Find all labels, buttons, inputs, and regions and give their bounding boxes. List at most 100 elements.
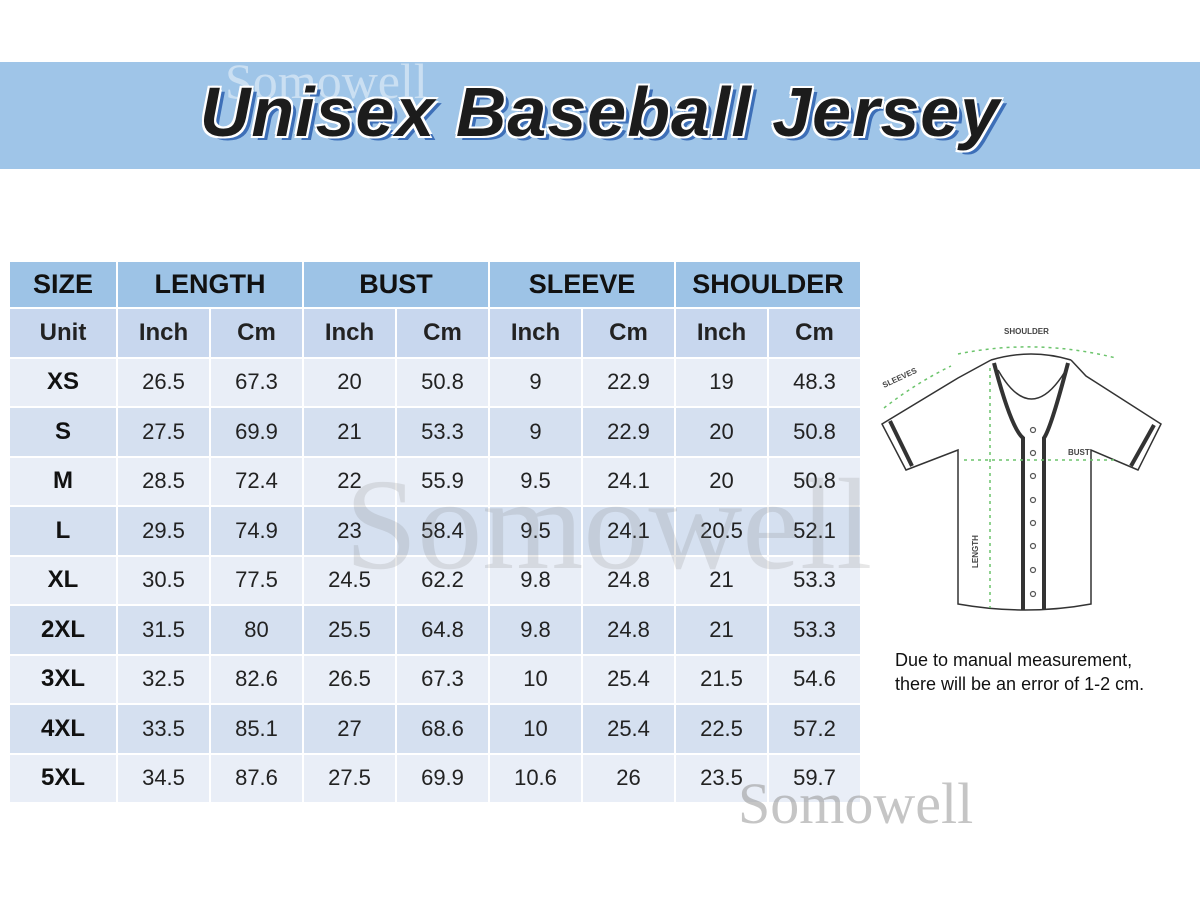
- label-length: LENGTH: [971, 535, 980, 568]
- note-line-1: Due to manual measurement,: [895, 650, 1133, 670]
- label-sleeves: SLEEVES: [881, 366, 919, 390]
- measurement-cell: 20: [676, 457, 767, 505]
- measurement-cell: 30.5: [118, 556, 209, 604]
- label-shoulder: SHOULDER: [1004, 327, 1049, 336]
- measurement-cell: 33.5: [118, 705, 209, 753]
- measurement-cell: 10.6: [490, 754, 581, 802]
- measurement-cell: 80: [211, 606, 302, 654]
- measurement-cell: 82.6: [211, 655, 302, 703]
- note-line-2: there will be an error of 1-2 cm.: [895, 674, 1145, 694]
- measurement-cell: 26.5: [118, 358, 209, 406]
- measurement-cell: 9.8: [490, 606, 581, 654]
- size-cell: S: [10, 408, 116, 456]
- measurement-cell: 20: [304, 358, 395, 406]
- measurement-cell: 31.5: [118, 606, 209, 654]
- header-length: LENGTH: [118, 262, 302, 307]
- header-shoulder: SHOULDER: [676, 262, 860, 307]
- measurement-cell: 24.5: [304, 556, 395, 604]
- measurement-cell: 25.4: [583, 655, 674, 703]
- size-cell: M: [10, 457, 116, 505]
- measurement-cell: 21: [676, 606, 767, 654]
- measurement-cell: 22.9: [583, 358, 674, 406]
- unit-cell: Cm: [583, 309, 674, 357]
- measurement-cell: 10: [490, 655, 581, 703]
- measurement-cell: 50.8: [397, 358, 488, 406]
- measurement-cell: 25.5: [304, 606, 395, 654]
- measurement-arrows-icon: [883, 346, 1117, 608]
- table-row: M 28.5 72.4 22 55.9 9.5 24.1 20 50.8: [10, 457, 860, 505]
- measurement-cell: 52.1: [769, 507, 860, 555]
- measurement-cell: 77.5: [211, 556, 302, 604]
- measurement-cell: 53.3: [769, 556, 860, 604]
- measurement-cell: 59.7: [769, 754, 860, 802]
- unit-cell: Cm: [397, 309, 488, 357]
- measurement-cell: 32.5: [118, 655, 209, 703]
- table-row: XS 26.5 67.3 20 50.8 9 22.9 19 48.3: [10, 358, 860, 406]
- watermark-top: Somowell: [225, 53, 428, 109]
- measurement-cell: 26.5: [304, 655, 395, 703]
- measurement-cell: 85.1: [211, 705, 302, 753]
- measurement-cell: 21: [676, 556, 767, 604]
- measurement-cell: 29.5: [118, 507, 209, 555]
- measurement-cell: 64.8: [397, 606, 488, 654]
- unit-cell: Inch: [118, 309, 209, 357]
- measurement-cell: 69.9: [211, 408, 302, 456]
- measurement-cell: 53.3: [769, 606, 860, 654]
- measurement-note: Due to manual measurement, there will be…: [895, 648, 1144, 696]
- measurement-cell: 72.4: [211, 457, 302, 505]
- measurement-cell: 20.5: [676, 507, 767, 555]
- table-row: L 29.5 74.9 23 58.4 9.5 24.1 20.5 52.1: [10, 507, 860, 555]
- unit-cell: Inch: [490, 309, 581, 357]
- unit-cell: Inch: [304, 309, 395, 357]
- header-sleeve: SLEEVE: [490, 262, 674, 307]
- measurement-cell: 74.9: [211, 507, 302, 555]
- measurement-cell: 55.9: [397, 457, 488, 505]
- measurement-cell: 53.3: [397, 408, 488, 456]
- header-bust: BUST: [304, 262, 488, 307]
- page-title: Unisex Baseball Jersey: [199, 73, 1001, 151]
- measurement-cell: 23.5: [676, 754, 767, 802]
- measurement-cell: 57.2: [769, 705, 860, 753]
- measurement-cell: 48.3: [769, 358, 860, 406]
- measurement-cell: 24.8: [583, 556, 674, 604]
- size-cell: 3XL: [10, 655, 116, 703]
- unit-cell: Inch: [676, 309, 767, 357]
- measurement-cell: 9.5: [490, 507, 581, 555]
- measurement-cell: 24.1: [583, 507, 674, 555]
- measurement-cell: 27: [304, 705, 395, 753]
- measurement-cell: 50.8: [769, 408, 860, 456]
- measurement-cell: 21.5: [676, 655, 767, 703]
- measurement-cell: 19: [676, 358, 767, 406]
- size-cell: 2XL: [10, 606, 116, 654]
- measurement-cell: 50.8: [769, 457, 860, 505]
- measurement-cell: 26: [583, 754, 674, 802]
- unit-row: Unit Inch Cm Inch Cm Inch Cm Inch Cm: [10, 309, 860, 357]
- measurement-cell: 21: [304, 408, 395, 456]
- header-row: SIZE LENGTH BUST SLEEVE SHOULDER: [10, 262, 860, 307]
- measurement-cell: 68.6: [397, 705, 488, 753]
- measurement-cell: 23: [304, 507, 395, 555]
- size-chart-table: SIZE LENGTH BUST SLEEVE SHOULDER Unit Inc…: [8, 260, 862, 804]
- measurement-cell: 87.6: [211, 754, 302, 802]
- title-banner: [0, 62, 1200, 169]
- measurement-cell: 24.8: [583, 606, 674, 654]
- size-cell: 4XL: [10, 705, 116, 753]
- measurement-cell: 20: [676, 408, 767, 456]
- table-row: S 27.5 69.9 21 53.3 9 22.9 20 50.8: [10, 408, 860, 456]
- label-bust: BUST: [1068, 448, 1090, 457]
- table-row: 4XL 33.5 85.1 27 68.6 10 25.4 22.5 57.2: [10, 705, 860, 753]
- measurement-cell: 9.5: [490, 457, 581, 505]
- measurement-cell: 54.6: [769, 655, 860, 703]
- unit-label: Unit: [10, 309, 116, 357]
- measurement-cell: 69.9: [397, 754, 488, 802]
- jersey-diagram: SHOULDER SLEEVES BUST LENGTH: [881, 327, 1162, 611]
- measurement-cell: 9.8: [490, 556, 581, 604]
- measurement-cell: 27.5: [304, 754, 395, 802]
- measurement-cell: 22: [304, 457, 395, 505]
- measurement-cell: 27.5: [118, 408, 209, 456]
- size-cell: L: [10, 507, 116, 555]
- table-row: 2XL 31.5 80 25.5 64.8 9.8 24.8 21 53.3: [10, 606, 860, 654]
- measurement-cell: 58.4: [397, 507, 488, 555]
- size-cell: XL: [10, 556, 116, 604]
- measurement-cell: 28.5: [118, 457, 209, 505]
